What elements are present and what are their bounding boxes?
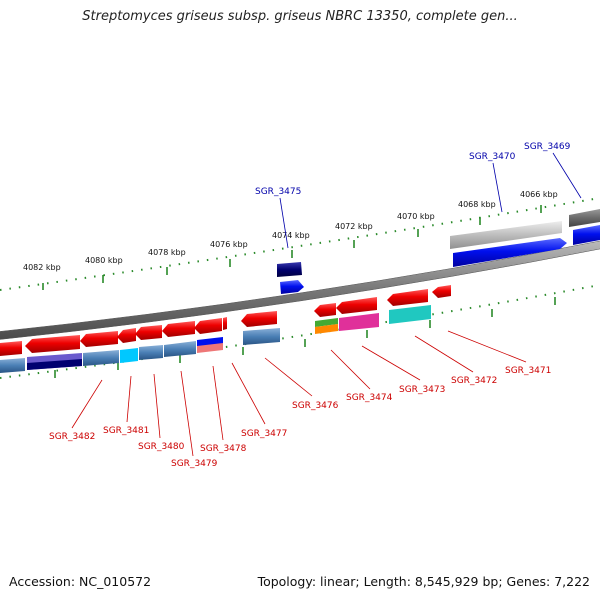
cog-bar xyxy=(389,305,431,324)
gene-sgr3470-gray[interactable] xyxy=(450,221,562,249)
gene-sgr3481-red[interactable] xyxy=(80,331,118,347)
gene-sgr3475-navy[interactable] xyxy=(277,262,302,277)
gene-label-sgr3471[interactable]: SGR_3471 xyxy=(505,366,551,376)
gene-sgr3470-blue[interactable] xyxy=(453,238,567,267)
cog-bar xyxy=(197,343,223,353)
gene-sgr3474-red2[interactable] xyxy=(336,297,377,314)
leaders-reverse xyxy=(71,330,527,457)
gene-label-sgr3477[interactable]: SGR_3477 xyxy=(241,429,287,439)
scale-label: 4066 kbp xyxy=(520,190,558,199)
genome-title: Streptomyces griseus subsp. griseus NBRC… xyxy=(82,9,518,24)
genome-summary-text: Topology: linear; Length: 8,545,929 bp; … xyxy=(257,574,590,589)
scale-label: 4074 kbp xyxy=(272,231,310,240)
gene-sgr3478-red[interactable] xyxy=(162,321,195,337)
gene-sgr3473-red[interactable] xyxy=(387,289,428,306)
cog-bar xyxy=(164,341,196,357)
cog-bar xyxy=(139,345,163,360)
major-ticks-upper xyxy=(42,205,542,290)
gene-label-sgr3473[interactable]: SGR_3473 xyxy=(399,385,445,395)
scale-label: 4082 kbp xyxy=(23,263,61,272)
gene-sgr3469-blue[interactable] xyxy=(573,225,600,245)
scale-label: 4068 kbp xyxy=(458,200,496,209)
major-ticks-lower xyxy=(54,297,556,378)
scale-label: 4070 kbp xyxy=(397,212,435,221)
gene-sgr3480-red[interactable] xyxy=(117,328,136,343)
gene-sgr3474-red[interactable] xyxy=(314,303,336,317)
gene-sgr3482-red[interactable] xyxy=(0,341,22,356)
scale-label: 4072 kbp xyxy=(335,222,373,231)
scale-ticks-upper xyxy=(0,197,600,291)
gene-label-sgr3482[interactable]: SGR_3482 xyxy=(49,432,95,442)
gene-sgr3476-red[interactable] xyxy=(241,311,277,327)
gene-sgr3477-red[interactable] xyxy=(194,318,222,334)
scale-label: 4078 kbp xyxy=(148,248,186,257)
gene-label-sgr3475[interactable]: SGR_3475 xyxy=(255,187,301,197)
gene-label-sgr3481[interactable]: SGR_3481 xyxy=(103,426,149,436)
gene-sgr3477-red2[interactable] xyxy=(223,317,227,330)
accession-text: Accession: NC_010572 xyxy=(9,574,152,589)
gene-label-sgr3474[interactable]: SGR_3474 xyxy=(346,393,393,403)
cog-bar xyxy=(0,358,25,373)
gene-sgr3469-darkgray[interactable] xyxy=(569,209,600,227)
cog-bar xyxy=(339,313,379,331)
genome-backbone xyxy=(0,240,600,340)
gene-label-sgr3478[interactable]: SGR_3478 xyxy=(200,444,247,454)
gene-label-sgr3479[interactable]: SGR_3479 xyxy=(171,459,218,469)
scale-label: 4076 kbp xyxy=(210,240,248,249)
gene-label-sgr3469[interactable]: SGR_3469 xyxy=(524,142,571,152)
cog-bar xyxy=(315,324,338,334)
gene-sgr3482-red2[interactable] xyxy=(25,335,80,353)
leaders-forward xyxy=(279,152,582,249)
gene-label-sgr3476[interactable]: SGR_3476 xyxy=(292,401,339,411)
gene-sgr3472-red[interactable] xyxy=(432,285,451,298)
cog-bar xyxy=(243,328,280,345)
scale-label: 4080 kbp xyxy=(85,256,123,265)
reverse-genes xyxy=(0,285,451,373)
gene-label-sgr3470[interactable]: SGR_3470 xyxy=(469,152,516,162)
gene-label-sgr3480[interactable]: SGR_3480 xyxy=(138,442,185,452)
cog-bar xyxy=(120,348,138,363)
gene-label-sgr3472[interactable]: SGR_3472 xyxy=(451,376,497,386)
cog-bar xyxy=(83,350,119,366)
gene-sgr3479-red[interactable] xyxy=(135,325,162,340)
cog-bar xyxy=(27,359,82,370)
gene-sgr3475-blue[interactable] xyxy=(280,280,304,294)
forward-genes xyxy=(277,209,600,294)
